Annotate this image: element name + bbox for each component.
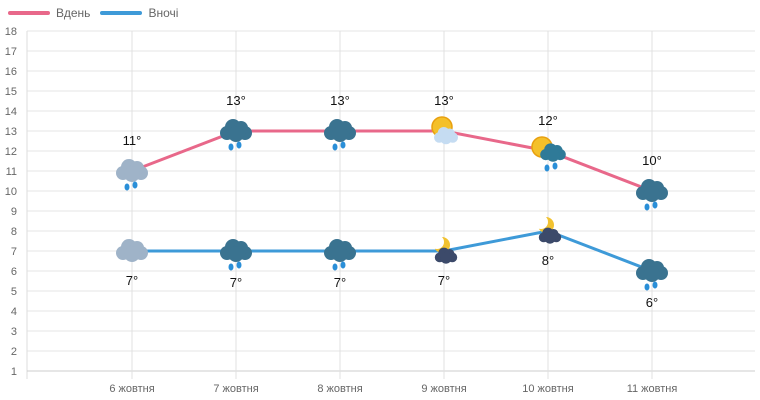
data-label: 10° — [642, 153, 662, 168]
data-label: 12° — [538, 113, 558, 128]
light-cloud-icon — [116, 239, 148, 262]
dark-cloud-rain-icon — [636, 179, 668, 211]
y-tick-label: 3 — [11, 326, 17, 338]
moon-cloud-icon — [430, 235, 458, 264]
y-tick-label: 8 — [11, 226, 17, 238]
y-tick-label: 4 — [11, 306, 17, 318]
raindrop — [552, 162, 558, 170]
data-label: 13° — [330, 93, 350, 108]
raindrop — [544, 164, 550, 172]
y-tick-label: 17 — [5, 46, 17, 58]
dark-cloud-rain-icon — [324, 119, 356, 151]
raindrop — [228, 143, 234, 151]
light-cloud-rain-icon — [116, 159, 148, 191]
sun-dark-cloud-rain-icon — [531, 136, 566, 172]
x-tick-label: 9 жовтня — [421, 383, 466, 395]
legend-label-night: Вночі — [148, 6, 179, 20]
y-tick-label: 16 — [5, 66, 17, 78]
y-tick-label: 14 — [5, 106, 17, 118]
moon-cloud-icon — [534, 215, 562, 244]
raindrop — [644, 203, 650, 211]
raindrop — [652, 201, 658, 209]
x-tick-label: 7 жовтня — [213, 383, 258, 395]
x-tick-label: 10 жовтня — [522, 383, 573, 395]
y-tick-label: 15 — [5, 86, 17, 98]
cloud-part — [644, 266, 660, 282]
y-tick-label: 6 — [11, 266, 17, 278]
y-tick-label: 1 — [11, 366, 17, 378]
raindrop — [652, 281, 658, 289]
raindrop — [228, 263, 234, 271]
dark-cloud-rain-icon — [220, 239, 252, 271]
x-tick-label: 11 жовтня — [627, 383, 678, 395]
y-tick-label: 9 — [11, 206, 17, 218]
y-tick-label: 13 — [5, 126, 17, 138]
dark-cloud-rain-icon — [220, 119, 252, 151]
sun-cloud-icon — [431, 116, 458, 145]
y-tick-label: 12 — [5, 146, 17, 158]
raindrop — [340, 141, 346, 149]
y-tick-label: 18 — [5, 26, 17, 38]
data-label: 13° — [226, 93, 246, 108]
data-label: 7° — [230, 275, 242, 290]
x-tick-label: 6 жовтня — [109, 383, 154, 395]
dark-cloud-rain-icon — [324, 239, 356, 271]
cloud-part — [440, 132, 452, 145]
cloud-part — [644, 186, 660, 202]
cloud-part — [124, 166, 140, 182]
cloud-part — [440, 252, 452, 264]
data-label: 8° — [542, 253, 554, 268]
legend-swatch-day — [8, 11, 50, 15]
legend: Вдень Вночі — [8, 6, 188, 20]
raindrop — [236, 261, 242, 269]
legend-label-day: Вдень — [56, 6, 91, 20]
raindrop — [332, 143, 338, 151]
data-label: 7° — [438, 273, 450, 288]
cloud-part — [544, 232, 556, 244]
cloud-part — [332, 246, 348, 262]
legend-item-night[interactable]: Вночі — [100, 6, 178, 20]
cloud-part — [228, 246, 244, 262]
cloud-part — [332, 126, 348, 142]
raindrop — [132, 181, 138, 189]
raindrop — [236, 141, 242, 149]
raindrop — [340, 261, 346, 269]
data-label: 11° — [123, 133, 142, 148]
legend-swatch-night — [100, 11, 143, 15]
data-label: 6° — [646, 295, 658, 310]
moon-cut — [534, 215, 548, 229]
cloud-part — [546, 149, 560, 162]
raindrop — [644, 283, 650, 291]
series-line-day — [131, 129, 653, 193]
cloud-part — [124, 246, 140, 262]
dark-cloud-rain-icon — [636, 259, 668, 291]
data-label: 7° — [126, 273, 138, 288]
cloud-part — [228, 126, 244, 142]
raindrop — [332, 263, 338, 271]
data-label: 7° — [334, 275, 346, 290]
x-tick-label: 8 жовтня — [317, 383, 362, 395]
legend-item-day[interactable]: Вдень — [8, 6, 90, 20]
raindrop — [124, 183, 130, 191]
data-label: 13° — [434, 93, 454, 108]
series-line-night — [132, 229, 653, 273]
y-tick-label: 11 — [6, 166, 17, 178]
moon-cut — [430, 235, 444, 249]
y-tick-label: 2 — [11, 346, 17, 358]
y-tick-label: 5 — [11, 286, 17, 298]
y-tick-label: 10 — [5, 186, 17, 198]
y-tick-label: 7 — [11, 246, 17, 258]
